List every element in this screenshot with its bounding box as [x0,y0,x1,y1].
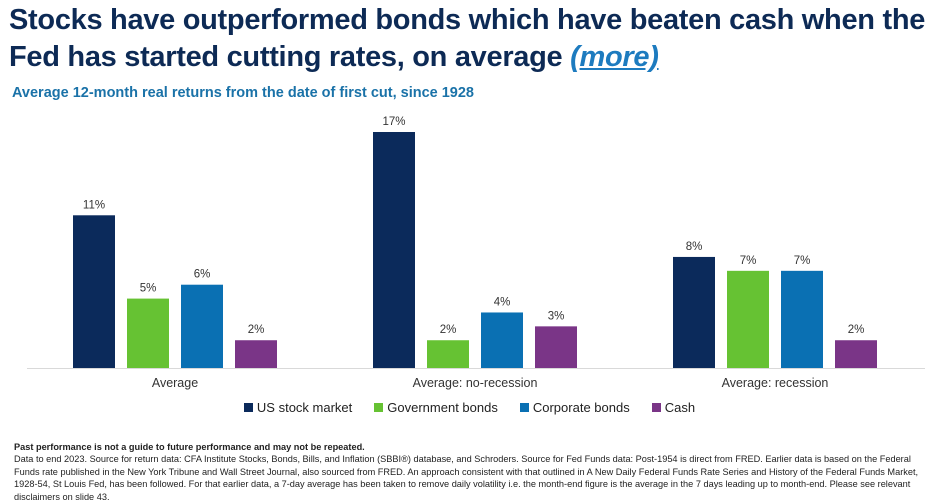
data-label: 2% [440,324,457,336]
legend-label: Cash [664,400,696,415]
data-label: 5% [140,283,157,295]
legend-item-government-bonds: Government bonds [374,400,498,415]
legend-swatch [243,403,253,412]
data-label: 6% [194,269,211,281]
bar [835,340,877,368]
legend-swatch [651,403,661,412]
legend-item-us-stock-market: US stock market [243,400,353,415]
data-label: 7% [794,255,811,267]
bar [481,312,523,368]
bar [181,284,223,368]
legend-label: Government bonds [387,400,498,415]
data-label: 8% [686,241,703,253]
chart-subtitle: Average 12-month real returns from the d… [12,85,474,101]
footnotes: Past performance is not a guide to futur… [14,441,934,503]
legend-swatch [374,403,384,412]
source-notes: Data to end 2023. Source for return data… [14,454,919,502]
bar [535,326,577,368]
legend: US stock market Government bonds Corpora… [0,400,939,415]
more-link[interactable]: (more) [570,41,659,73]
category-label: Average: recession [722,376,829,390]
legend-item-cash: Cash [651,400,696,415]
page-title: Stocks have outperformed bonds which hav… [9,2,934,76]
bar [427,340,469,368]
bar [781,270,823,368]
legend-label: US stock market [256,400,353,415]
data-label: 2% [248,324,265,336]
data-label: 4% [494,296,511,308]
bar [373,132,415,368]
bar [673,256,715,368]
data-label: 17% [382,116,405,128]
data-label: 7% [740,255,757,267]
data-label: 3% [548,310,565,322]
bar-chart: 11% 5% 6% 2% Average 17% 2% 4% 3% Average: no-rec… [27,116,925,390]
bar [235,340,277,368]
bar [727,270,769,368]
title-text: Stocks have outperformed bonds which hav… [9,4,926,73]
bar [127,298,169,368]
legend-item-corporate-bonds: Corporate bonds [519,400,630,415]
legend-label: Corporate bonds [532,400,630,415]
category-label: Average [152,376,198,390]
disclaimer: Past performance is not a guide to futur… [14,442,365,452]
category-label: Average: no-recession [413,376,538,390]
data-label: 11% [83,199,105,211]
legend-swatch [519,403,529,412]
data-label: 2% [848,324,865,336]
bar [73,215,115,368]
